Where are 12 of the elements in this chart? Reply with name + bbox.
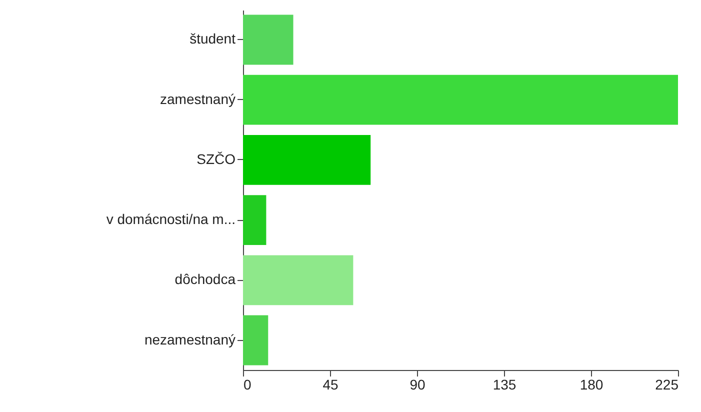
y-tick-label: v domácnosti/na m... <box>106 211 236 228</box>
x-tick-label: 45 <box>322 376 338 392</box>
x-tick-label: 0 <box>244 376 252 392</box>
x-tick-label: 90 <box>410 376 426 392</box>
y-tick-label: nezamestnaný <box>144 331 236 348</box>
x-tick-label: 225 <box>655 376 679 392</box>
y-tick-label: SZČO <box>196 150 236 167</box>
y-tick-label: zamestnaný <box>160 90 236 107</box>
x-tick-label: 135 <box>492 376 516 392</box>
y-tick-label: dôchodca <box>174 271 236 288</box>
x-tick-label: 180 <box>580 376 604 392</box>
y-tick-label: študent <box>190 30 236 47</box>
